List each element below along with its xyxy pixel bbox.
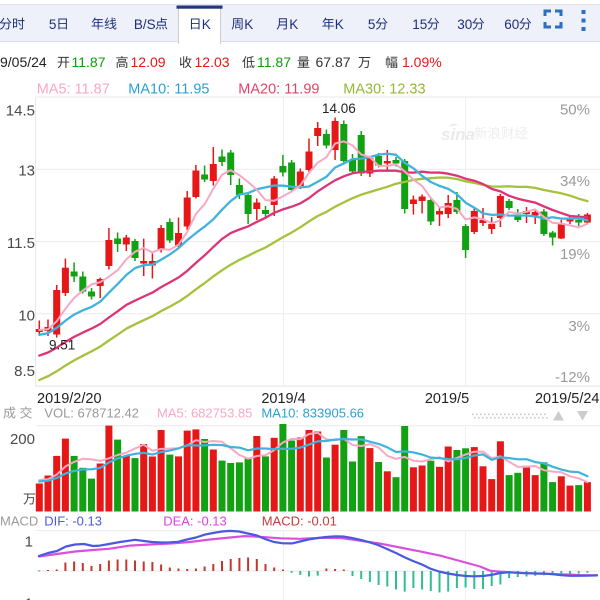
svg-text:10: 10 — [18, 307, 35, 324]
svg-text:2019/5: 2019/5 — [425, 391, 469, 407]
svg-text:MA5: 11.87: MA5: 11.87 — [37, 82, 110, 98]
svg-text:30: 30 — [457, 17, 472, 32]
svg-text:3%: 3% — [568, 318, 590, 335]
svg-text:13: 13 — [18, 163, 35, 180]
svg-text:K: K — [289, 17, 298, 32]
svg-text:14.5: 14.5 — [6, 103, 35, 120]
svg-text:1.09%: 1.09% — [402, 54, 442, 70]
svg-text:-1: -1 — [20, 596, 33, 600]
svg-text:MA10: 833905.66: MA10: 833905.66 — [261, 406, 364, 421]
svg-text:2019/5/24: 2019/5/24 — [535, 391, 600, 407]
svg-text:11.5: 11.5 — [7, 235, 35, 252]
svg-text:60: 60 — [504, 17, 519, 32]
svg-text:14.06: 14.06 — [322, 101, 356, 116]
svg-text:K: K — [244, 17, 253, 32]
svg-text:11.87: 11.87 — [257, 54, 291, 70]
svg-text:15: 15 — [412, 17, 427, 32]
svg-text:K: K — [202, 17, 211, 32]
svg-text:DIF: -0.13: DIF: -0.13 — [44, 514, 102, 529]
svg-text:K: K — [335, 17, 344, 32]
svg-text:sina: sina — [441, 125, 475, 144]
svg-text:MA10: 11.95: MA10: 11.95 — [128, 82, 209, 98]
svg-text:9.51: 9.51 — [49, 338, 75, 353]
svg-text:12.09: 12.09 — [131, 54, 166, 70]
svg-text:11.87: 11.87 — [72, 54, 106, 70]
svg-text:2019/2/20: 2019/2/20 — [37, 391, 102, 407]
svg-text:5: 5 — [368, 17, 376, 32]
svg-text:MACD: -0.01: MACD: -0.01 — [262, 514, 337, 529]
svg-text:DEA: -0.13: DEA: -0.13 — [163, 514, 227, 529]
svg-text:50%: 50% — [560, 102, 590, 119]
svg-text:MA20: 11.99: MA20: 11.99 — [238, 82, 319, 98]
svg-text:5: 5 — [49, 17, 57, 32]
svg-text:MACD: MACD — [0, 514, 38, 529]
svg-text:MA5: 682753.85: MA5: 682753.85 — [157, 406, 252, 421]
svg-text:2019/4: 2019/4 — [261, 391, 305, 407]
svg-text:VOL: 678712.42: VOL: 678712.42 — [44, 406, 139, 421]
svg-text:9/05/24: 9/05/24 — [0, 54, 47, 70]
svg-text:-12%: -12% — [555, 369, 590, 386]
svg-text:12.03: 12.03 — [195, 54, 230, 70]
svg-text:67.87: 67.87 — [316, 54, 351, 70]
svg-text:1: 1 — [25, 534, 33, 551]
svg-text:B/S: B/S — [134, 17, 156, 32]
svg-text:19%: 19% — [560, 246, 590, 263]
svg-text:200: 200 — [10, 431, 35, 448]
svg-text:34%: 34% — [560, 173, 590, 190]
svg-text:8.5: 8.5 — [14, 363, 35, 380]
svg-text:MA30: 12.33: MA30: 12.33 — [343, 82, 425, 98]
